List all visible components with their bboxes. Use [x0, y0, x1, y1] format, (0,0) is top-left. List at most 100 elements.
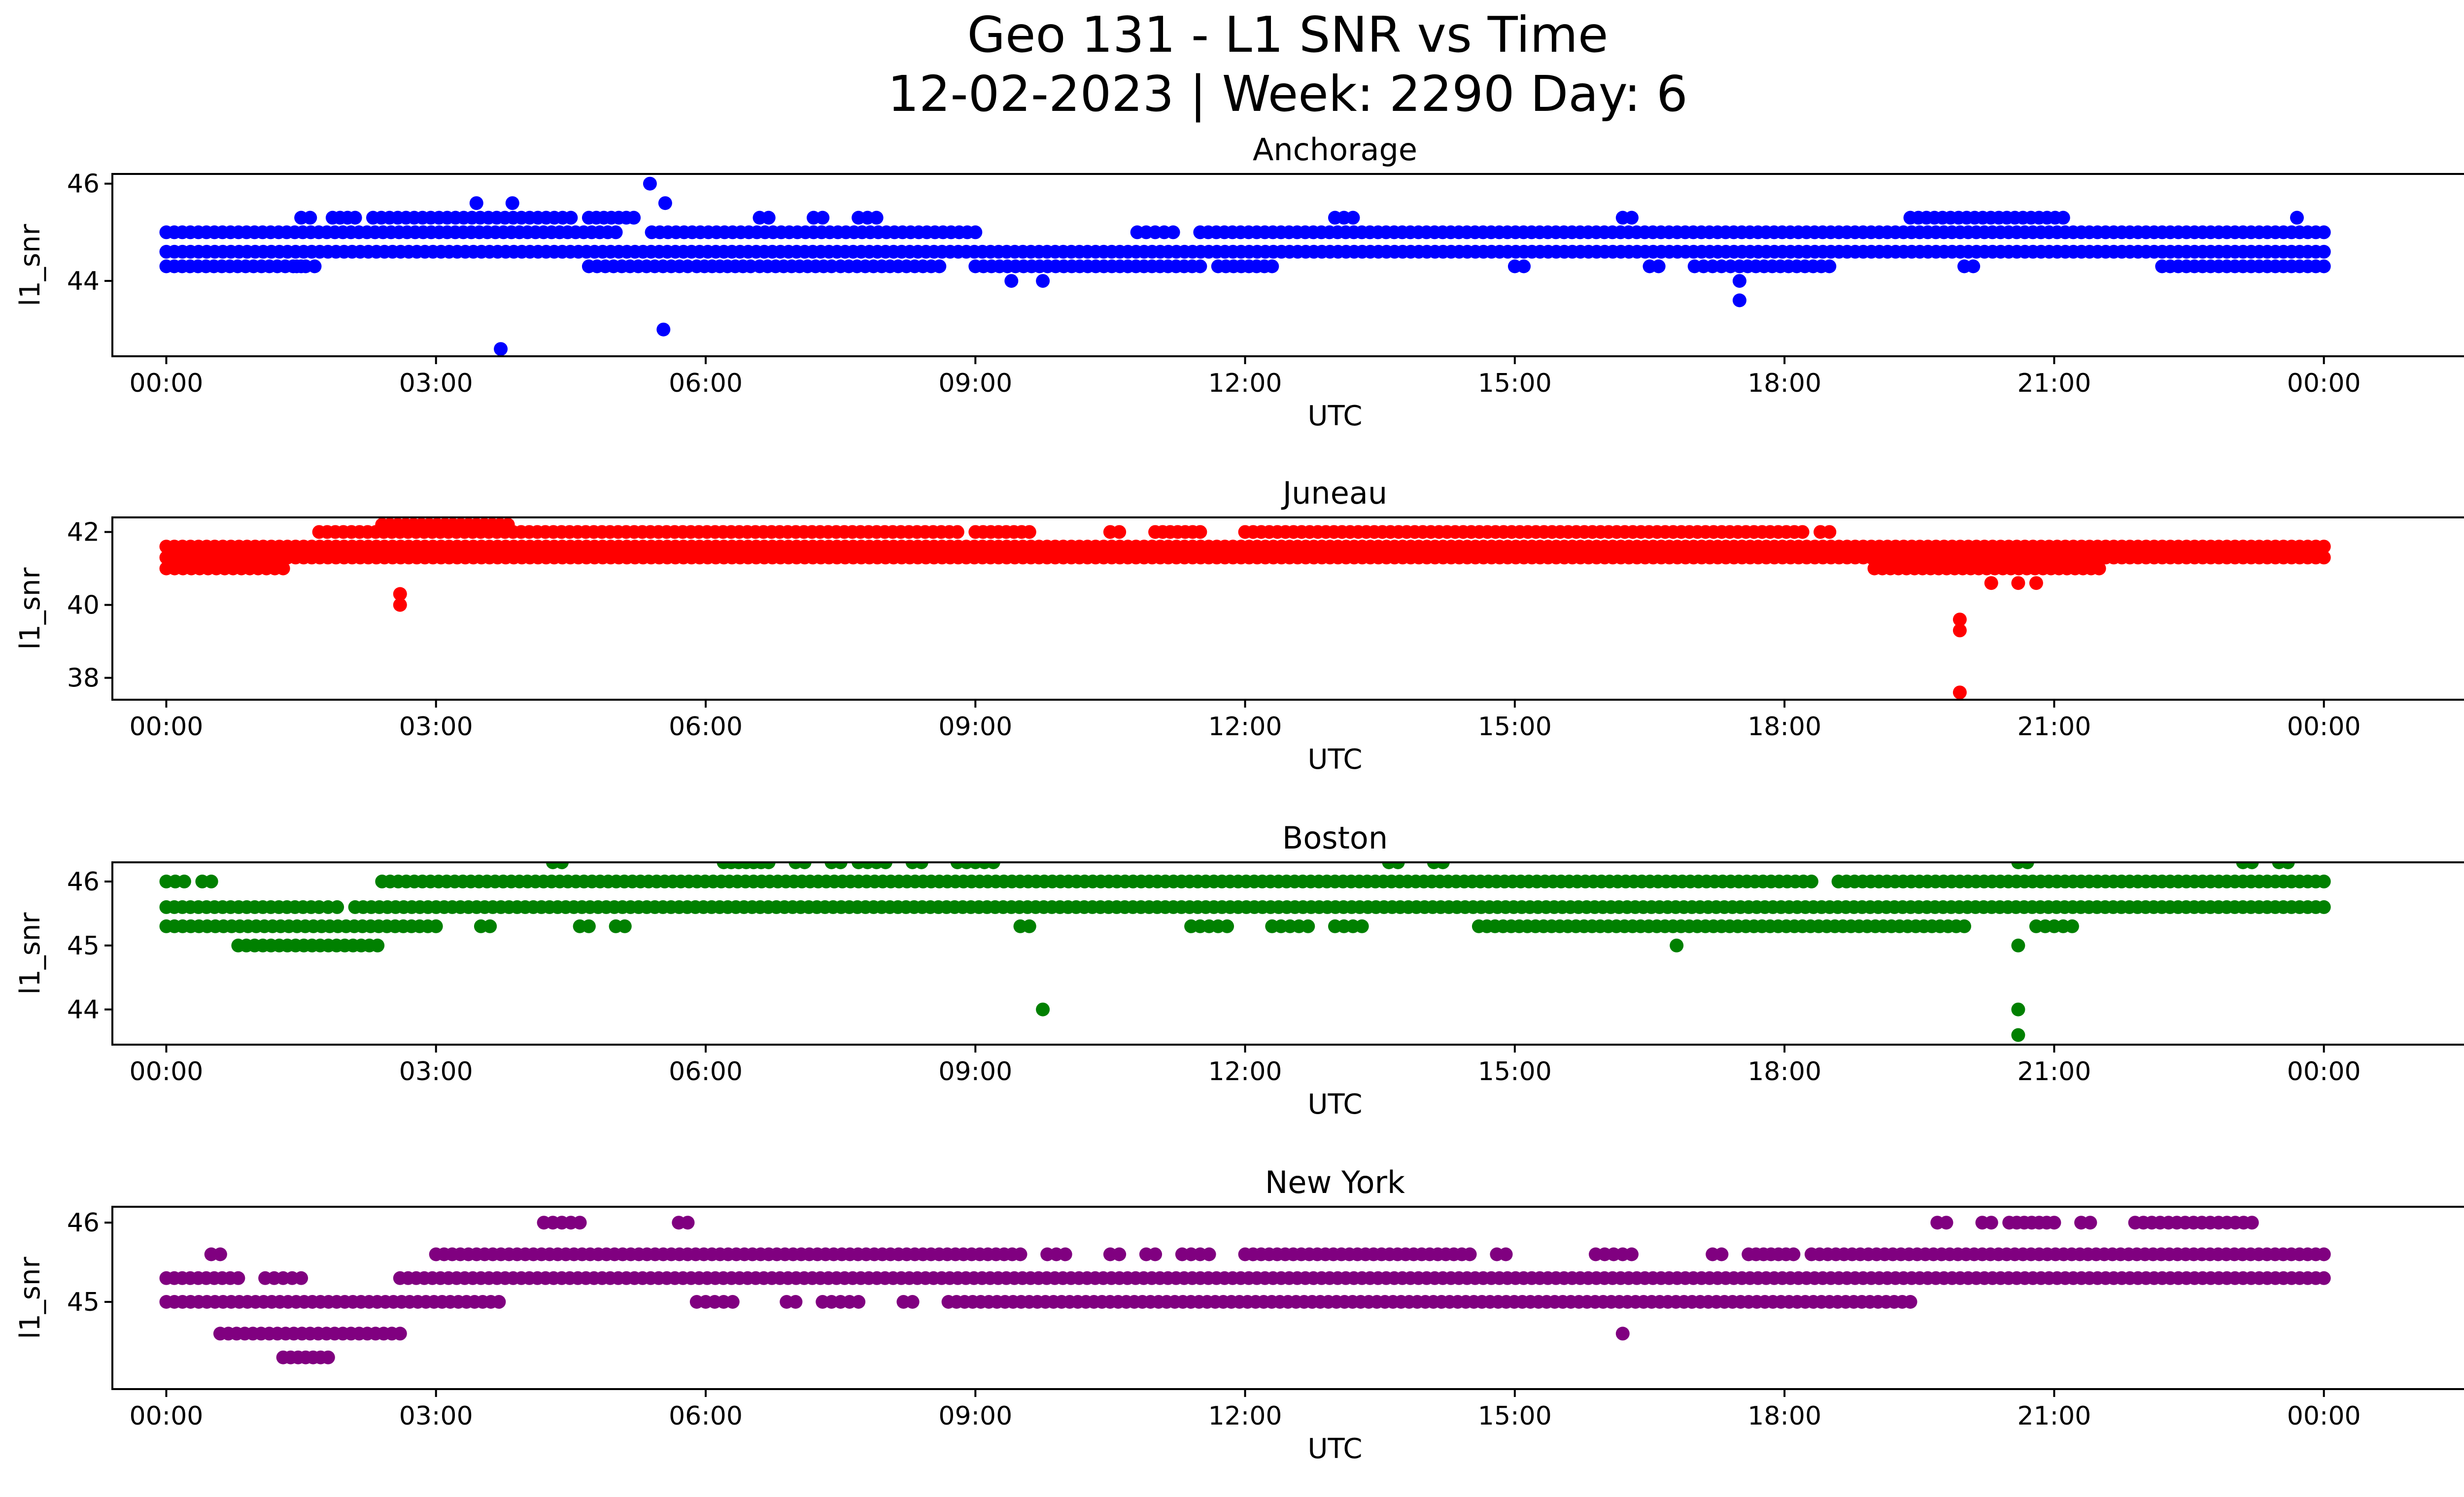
data-point	[2317, 244, 2331, 259]
data-point	[1822, 525, 1837, 539]
axes-frame-1	[111, 173, 2464, 357]
data-point	[1355, 919, 1369, 933]
y-tick-label: 40	[67, 591, 100, 620]
x-axis-label-3: UTC	[1307, 1089, 1362, 1121]
y-tick-label: 45	[67, 1288, 100, 1317]
data-point	[2083, 1216, 2097, 1230]
data-point	[797, 862, 812, 869]
data-point	[492, 1295, 506, 1309]
x-tick-label: 06:00	[669, 1057, 743, 1087]
x-tick-label: 18:00	[1747, 1057, 1821, 1087]
y-tick-label: 45	[67, 931, 100, 961]
subplots: Anchorage 00:00 03:00 06:00 09:00 12:00 15:00 1…	[14, 132, 2464, 1465]
data-point	[2317, 550, 2331, 565]
data-point	[2317, 874, 2331, 888]
subplot-title-4: New York	[1265, 1164, 1405, 1200]
x-tick-label: 00:00	[130, 1401, 204, 1431]
data-point	[1822, 259, 1837, 273]
y-tick-label: 42	[67, 518, 100, 547]
x-tick-label: 09:00	[938, 712, 1012, 742]
data-point-outlier	[1670, 938, 1684, 953]
data-point	[308, 259, 322, 273]
data-point	[627, 210, 641, 225]
axes-frame-3	[111, 861, 2464, 1046]
data-point	[1112, 1247, 1127, 1261]
data-point-outlier	[1984, 576, 1998, 590]
data-point	[1499, 1247, 1513, 1261]
data-point	[2245, 862, 2259, 869]
data-point-outlier	[494, 342, 508, 356]
data-point	[725, 1295, 740, 1309]
data-point-outlier	[393, 587, 407, 601]
data-point-outlier	[2011, 1002, 2025, 1017]
x-tick-label: 06:00	[669, 1401, 743, 1431]
data-point	[276, 561, 290, 576]
y-axis-label-4: l1_snr	[14, 1257, 46, 1339]
data-point-outlier	[2290, 210, 2304, 225]
x-tick-label: 12:00	[1208, 1401, 1282, 1431]
data-point	[2317, 259, 2331, 273]
data-point	[501, 517, 515, 532]
x-tick-label: 00:00	[130, 712, 204, 742]
data-point	[1966, 259, 1981, 273]
data-point	[1193, 259, 1207, 273]
data-point	[1202, 1247, 1216, 1261]
data-point-outlier	[1732, 274, 1746, 288]
data-point	[573, 1216, 587, 1230]
data-point	[2065, 919, 2079, 933]
data-point-outlier	[1952, 612, 1967, 627]
x-tick-label: 18:00	[1747, 369, 1821, 398]
data-point	[852, 1295, 866, 1309]
x-tick-label: 15:00	[1478, 369, 1552, 398]
x-tick-label: 12:00	[1208, 1057, 1282, 1087]
x-tick-label: 00:00	[2287, 1401, 2361, 1431]
data-point	[1786, 1247, 1801, 1261]
data-point-outlier	[393, 598, 407, 612]
x-tick-label: 06:00	[669, 369, 743, 398]
figure-title-line-2: 12-02-2023 | Week: 2290 Day: 6	[888, 65, 1687, 123]
x-tick-label: 09:00	[938, 1401, 1012, 1431]
data-point	[1625, 210, 1639, 225]
x-tick-label: 15:00	[1478, 1401, 1552, 1431]
x-tick-label: 21:00	[2017, 369, 2091, 398]
x-tick-label: 09:00	[938, 1057, 1012, 1087]
x-tick-label: 00:00	[130, 369, 204, 398]
data-point	[968, 225, 983, 239]
axes-frame-4	[111, 1206, 2464, 1390]
data-point	[609, 225, 623, 239]
y-tick-label: 44	[67, 995, 100, 1025]
x-tick-label: 21:00	[2017, 1401, 2091, 1431]
data-point	[1984, 1216, 1998, 1230]
data-point	[1714, 1247, 1729, 1261]
data-point	[1166, 225, 1180, 239]
data-point	[1013, 1247, 1027, 1261]
data-point	[213, 1247, 227, 1261]
data-point	[761, 210, 776, 225]
x-tick-label: 03:00	[399, 1401, 473, 1431]
data-point-outlier	[1036, 1002, 1050, 1017]
data-point	[1903, 1295, 1917, 1309]
x-tick-label: 00:00	[2287, 712, 2361, 742]
data-point	[1265, 259, 1279, 273]
data-point	[582, 919, 596, 933]
data-point	[2056, 210, 2070, 225]
data-point	[878, 862, 892, 869]
data-point	[1957, 919, 1971, 933]
x-axis-label-1: UTC	[1307, 400, 1362, 432]
subplot-4: New York 00:00 03:00 06:00 09:00 12:00 15:00 18…	[14, 1164, 2464, 1465]
x-tick-label: 21:00	[2017, 712, 2091, 742]
y-tick-label: 44	[67, 267, 100, 296]
data-point	[330, 900, 344, 914]
data-point	[2317, 1247, 2331, 1261]
data-point-outlier	[1952, 623, 1967, 638]
data-point-outlier	[656, 322, 671, 337]
subplot-1: Anchorage 00:00 03:00 06:00 09:00 12:00 15:00 1…	[14, 132, 2464, 432]
data-point	[914, 862, 928, 869]
data-point	[681, 1216, 695, 1230]
data-point	[816, 210, 830, 225]
x-tick-label: 03:00	[399, 369, 473, 398]
subplot-title-2: Juneau	[1281, 475, 1387, 511]
x-tick-label: 00:00	[2287, 369, 2361, 398]
x-tick-label: 12:00	[1208, 369, 1282, 398]
